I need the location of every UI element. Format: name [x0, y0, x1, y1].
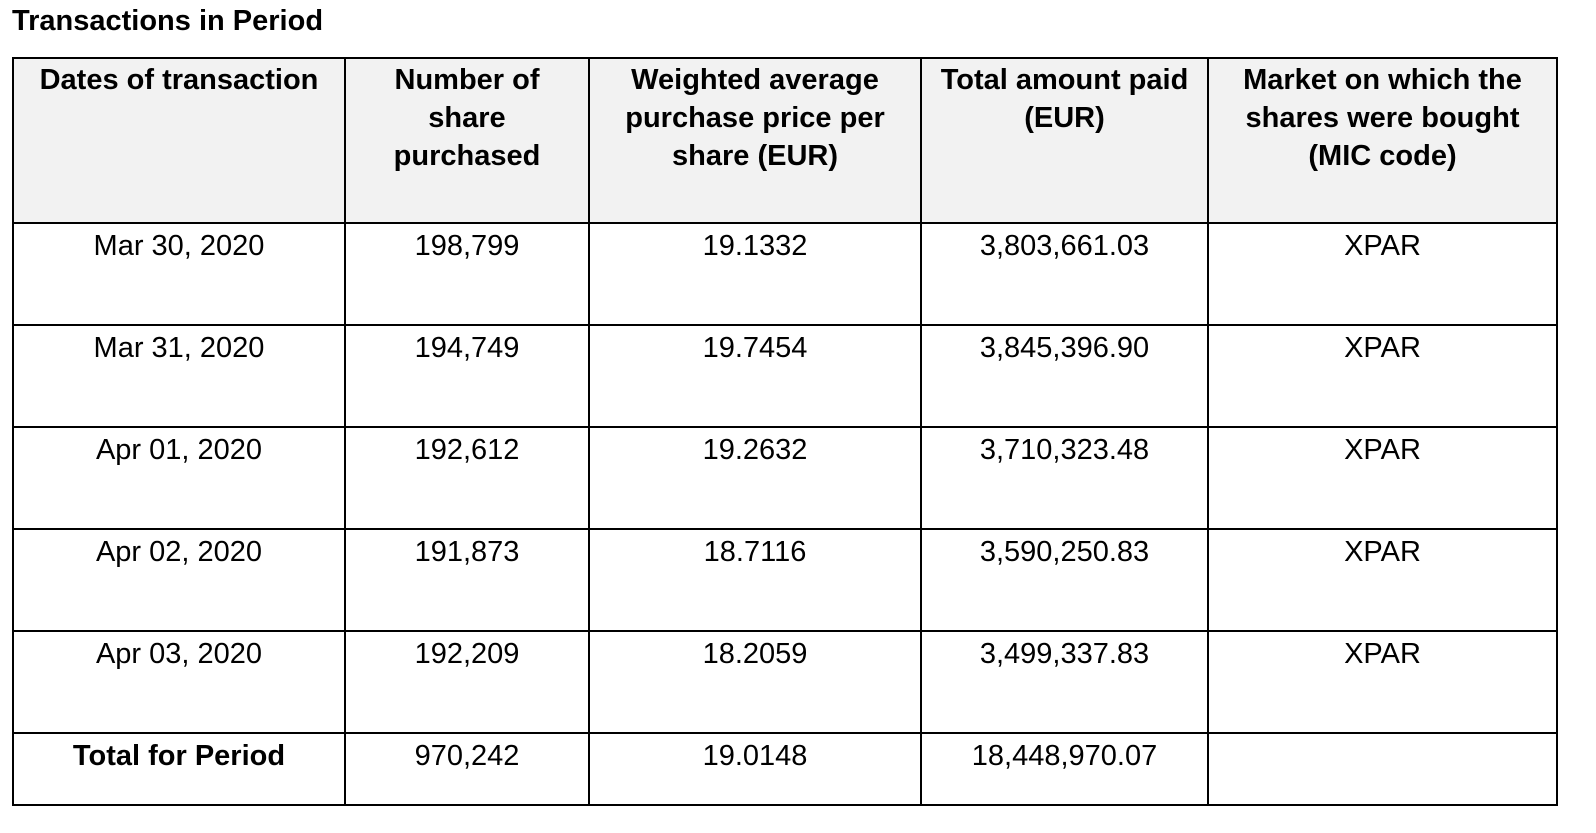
- cell-amount: 3,710,323.48: [920, 426, 1209, 530]
- cell-shares: 192,209: [344, 630, 590, 734]
- header-market: Market on which the shares were bought (…: [1207, 57, 1558, 224]
- cell-date: Mar 30, 2020: [12, 222, 346, 326]
- transactions-table: Dates of transaction Number of share pur…: [12, 57, 1558, 806]
- cell-price: 19.7454: [588, 324, 922, 428]
- table-row: Apr 02, 2020 191,873 18.7116 3,590,250.8…: [12, 528, 1558, 632]
- table-row: Mar 31, 2020 194,749 19.7454 3,845,396.9…: [12, 324, 1558, 428]
- cell-price: 18.7116: [588, 528, 922, 632]
- header-total-amount: Total amount paid (EUR): [920, 57, 1209, 224]
- table-row: Apr 03, 2020 192,209 18.2059 3,499,337.8…: [12, 630, 1558, 734]
- total-row: Total for Period 970,242 19.0148 18,448,…: [12, 732, 1558, 806]
- cell-date: Apr 03, 2020: [12, 630, 346, 734]
- total-price: 19.0148: [588, 732, 922, 806]
- table-header-row: Dates of transaction Number of share pur…: [12, 57, 1558, 224]
- cell-shares: 194,749: [344, 324, 590, 428]
- page-title: Transactions in Period: [12, 5, 324, 37]
- cell-shares: 192,612: [344, 426, 590, 530]
- header-dates: Dates of transaction: [12, 57, 346, 224]
- cell-market: XPAR: [1207, 528, 1558, 632]
- cell-date: Apr 02, 2020: [12, 528, 346, 632]
- cell-amount: 3,845,396.90: [920, 324, 1209, 428]
- cell-amount: 3,803,661.03: [920, 222, 1209, 326]
- cell-price: 18.2059: [588, 630, 922, 734]
- cell-amount: 3,499,337.83: [920, 630, 1209, 734]
- cell-market: XPAR: [1207, 222, 1558, 326]
- cell-price: 19.1332: [588, 222, 922, 326]
- cell-price: 19.2632: [588, 426, 922, 530]
- total-market: [1207, 732, 1558, 806]
- cell-market: XPAR: [1207, 426, 1558, 530]
- total-amount: 18,448,970.07: [920, 732, 1209, 806]
- total-shares: 970,242: [344, 732, 590, 806]
- cell-shares: 198,799: [344, 222, 590, 326]
- table-row: Mar 30, 2020 198,799 19.1332 3,803,661.0…: [12, 222, 1558, 326]
- cell-shares: 191,873: [344, 528, 590, 632]
- cell-amount: 3,590,250.83: [920, 528, 1209, 632]
- table-row: Apr 01, 2020 192,612 19.2632 3,710,323.4…: [12, 426, 1558, 530]
- cell-date: Mar 31, 2020: [12, 324, 346, 428]
- header-number-of-shares: Number of share purchased: [344, 57, 590, 224]
- total-label: Total for Period: [12, 732, 346, 806]
- cell-market: XPAR: [1207, 324, 1558, 428]
- cell-market: XPAR: [1207, 630, 1558, 734]
- cell-date: Apr 01, 2020: [12, 426, 346, 530]
- header-weighted-average-price: Weighted average purchase price per shar…: [588, 57, 922, 224]
